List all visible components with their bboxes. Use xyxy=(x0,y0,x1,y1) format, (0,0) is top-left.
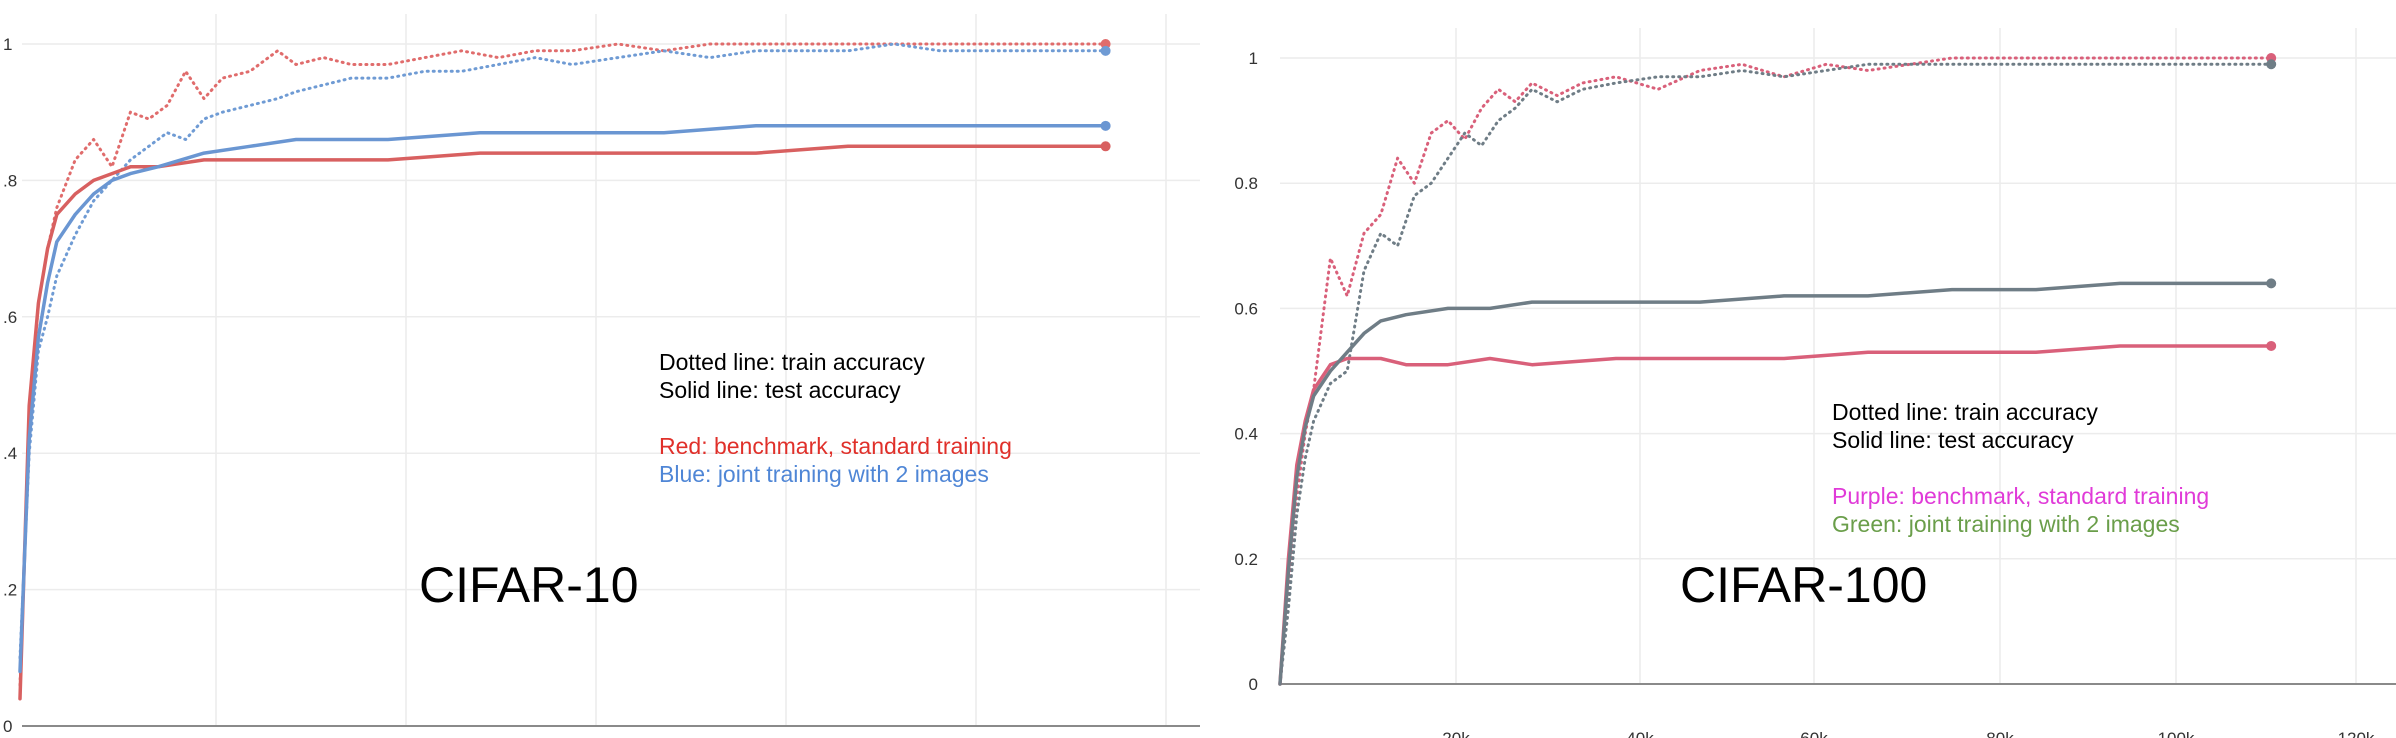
y-tick-label: 0.2 xyxy=(1234,550,1258,569)
cifar100-legend-note: Dotted line: train accuracy Solid line: … xyxy=(1832,398,2209,538)
train-accuracy-line xyxy=(1278,56,2273,686)
series-end-marker xyxy=(1100,120,1111,131)
y-tick-label: .6 xyxy=(3,308,17,327)
x-tick-label: 20k xyxy=(1442,729,1470,738)
x-tick-label: 100k xyxy=(2158,729,2195,738)
train-accuracy-line xyxy=(18,42,1108,687)
series-end-marker xyxy=(1100,45,1111,56)
y-tick-label: .4 xyxy=(3,444,17,463)
y-tick-label: 1 xyxy=(1249,49,1258,68)
cifar10-legend-note: Dotted line: train accuracy Solid line: … xyxy=(659,348,1012,488)
y-tick-label: 0.6 xyxy=(1234,299,1258,318)
note-line-purple: Purple: benchmark, standard training xyxy=(1832,483,2210,509)
cifar10-chart: 0 .2 .4 .6 .8 1 xyxy=(3,14,1200,736)
note-line-test: Solid line: test accuracy xyxy=(659,377,901,403)
y-tick-label: 0.4 xyxy=(1234,425,1258,444)
x-tick-label: 120k xyxy=(2338,729,2375,738)
y-tick-label: 1 xyxy=(3,35,12,54)
note-line-blue: Blue: joint training with 2 images xyxy=(659,461,989,487)
y-tick-label: 0 xyxy=(1249,675,1258,694)
note-line-train: Dotted line: train accuracy xyxy=(659,349,925,375)
cifar100-title: CIFAR-100 xyxy=(1680,557,1928,613)
y-tick-label: .2 xyxy=(3,581,17,600)
y-tick-label: .8 xyxy=(3,171,17,190)
test-accuracy-line xyxy=(1278,281,2273,686)
cifar100-chart-panel: 00.20.40.60.8120k40k60k80k100k120k Dotte… xyxy=(1200,0,2396,738)
y-tick-label: 0.8 xyxy=(1234,174,1258,193)
x-tick-label: 80k xyxy=(1986,729,2014,738)
cifar10-title: CIFAR-10 xyxy=(419,557,639,613)
x-tick-label: 60k xyxy=(1800,729,1828,738)
note-line-train: Dotted line: train accuracy xyxy=(1832,399,2098,425)
cifar10-chart-panel: 0 .2 .4 .6 .8 1 Dotted line: train accuracy S… xyxy=(3,14,1200,736)
series-end-marker xyxy=(1100,141,1111,152)
note-line-test: Solid line: test accuracy xyxy=(1832,427,2074,453)
train-accuracy-line xyxy=(18,42,1108,660)
test-accuracy-line xyxy=(18,124,1108,674)
train-accuracy-line xyxy=(1278,62,2273,686)
note-line-green: Green: joint training with 2 images xyxy=(1832,511,2180,537)
test-accuracy-line xyxy=(18,144,1108,701)
note-line-red: Red: benchmark, standard training xyxy=(659,433,1012,459)
cifar100-chart: 00.20.40.60.8120k40k60k80k100k120k xyxy=(1234,28,2396,738)
series-end-marker xyxy=(2266,59,2277,70)
series-end-marker xyxy=(2266,278,2277,289)
series-end-marker xyxy=(2266,340,2277,351)
x-tick-label: 40k xyxy=(1626,729,1654,738)
y-tick-label: 0 xyxy=(3,717,12,736)
